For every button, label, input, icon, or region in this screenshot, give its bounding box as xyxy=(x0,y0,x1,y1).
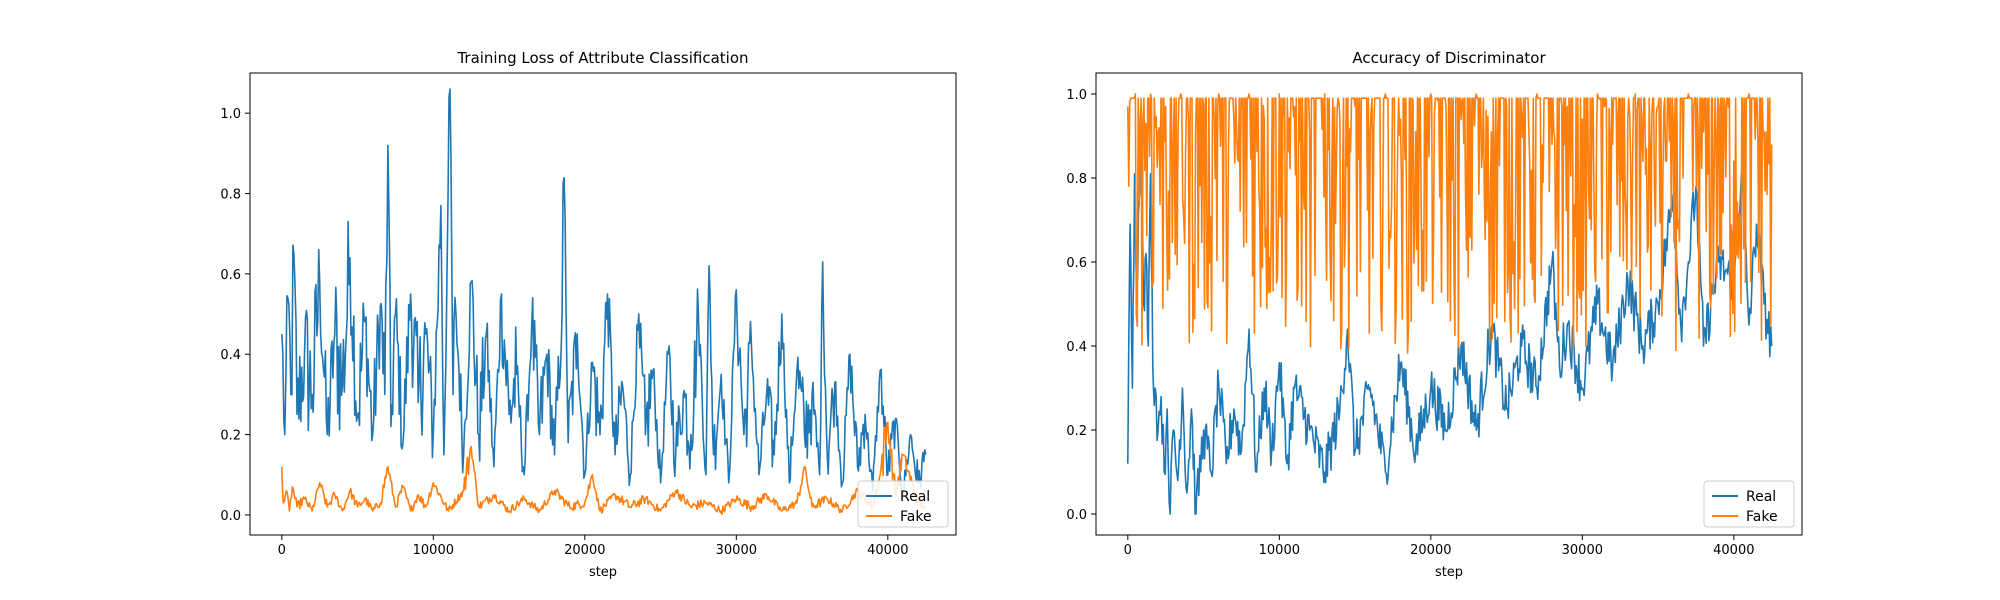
y-tick-label: 0.0 xyxy=(220,509,241,524)
legend: Real Fake xyxy=(857,480,949,528)
legend-label: Real xyxy=(1746,489,1776,505)
y-tick-label: 1.0 xyxy=(220,107,241,122)
y-tick-label: 0.4 xyxy=(1066,340,1087,355)
legend-label: Real xyxy=(900,489,930,505)
accuracy-chart: Accuracy of Discriminator step 0 10000 200… xyxy=(1066,49,1803,580)
y-tick-label: 1.0 xyxy=(1066,88,1087,103)
x-tick-label: 0 xyxy=(278,543,286,558)
x-axis-label: step xyxy=(1435,565,1463,580)
x-tick-label: 30000 xyxy=(716,543,757,558)
y-tick-label: 0.6 xyxy=(1066,256,1087,271)
series-line-real xyxy=(281,88,927,496)
series-lines xyxy=(1127,93,1773,515)
y-tick-label: 0.6 xyxy=(220,268,241,283)
loss-chart: Training Loss of Attribute Classificatio… xyxy=(220,49,957,580)
x-tick-label: 40000 xyxy=(1713,543,1754,558)
x-axis-label: step xyxy=(589,565,617,580)
y-tick-label: 0.8 xyxy=(220,188,241,203)
legend-label: Fake xyxy=(900,509,932,525)
legend-label: Fake xyxy=(1746,509,1778,525)
x-tick-label: 10000 xyxy=(1259,543,1300,558)
x-tick-label: 20000 xyxy=(564,543,605,558)
legend: Real Fake xyxy=(1703,480,1795,528)
y-tick-label: 0.8 xyxy=(1066,172,1087,187)
y-tick-label: 0.4 xyxy=(220,348,241,363)
x-tick-label: 0 xyxy=(1124,543,1132,558)
x-tick-label: 40000 xyxy=(867,543,908,558)
series-line-fake xyxy=(281,421,927,515)
x-tick-label: 30000 xyxy=(1562,543,1603,558)
plot-frame xyxy=(1095,72,1803,536)
y-tick-label: 0.2 xyxy=(1066,424,1087,439)
y-tick-label: 0.2 xyxy=(220,429,241,444)
y-tick-label: 0.0 xyxy=(1066,508,1087,523)
x-tick-label: 20000 xyxy=(1410,543,1451,558)
chart-title: Accuracy of Discriminator xyxy=(1352,49,1546,67)
plot-frame xyxy=(249,72,957,536)
series-line-fake xyxy=(1127,93,1773,354)
axis-ticks: 0 10000 20000 30000 40000 0.0 0.2 0.4 0.6 0.8 1.0 xyxy=(1066,88,1754,558)
x-tick-label: 10000 xyxy=(413,543,454,558)
chart-title: Training Loss of Attribute Classificatio… xyxy=(456,49,748,67)
axis-ticks: 0 10000 20000 30000 40000 0.0 0.2 0.4 0.6 0.8 1.0 xyxy=(220,107,908,558)
series-lines xyxy=(281,88,927,515)
